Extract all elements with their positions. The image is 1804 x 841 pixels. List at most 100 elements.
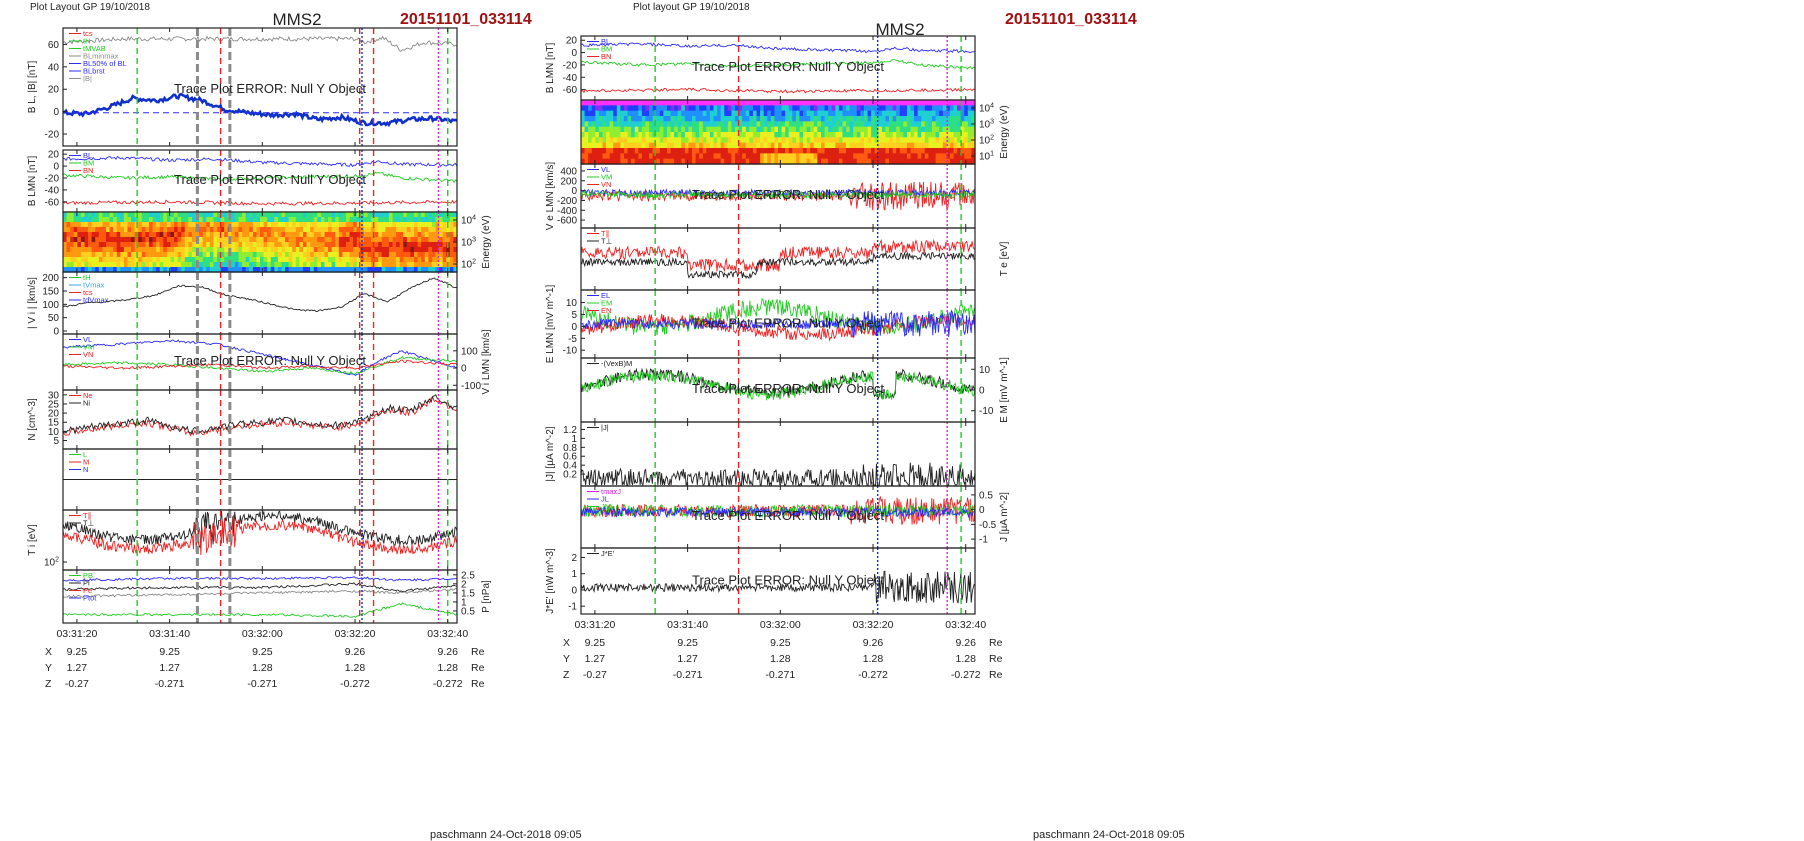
ephemeris-value: 1.28 <box>863 653 884 665</box>
spectrogram-cell <box>95 242 100 248</box>
spectrogram-cell <box>274 257 279 263</box>
spectrogram-cell <box>742 158 747 165</box>
spectrogram-cell <box>914 137 919 144</box>
spectrogram-cell <box>584 126 589 133</box>
trace-2 <box>580 189 976 200</box>
spectrogram-cell <box>874 142 879 149</box>
spectrogram-cell <box>638 158 643 165</box>
spectrogram-cell <box>424 217 429 223</box>
spectrogram-cell <box>220 242 225 248</box>
spectrogram-cell <box>188 232 193 238</box>
y-tick-label: 0.8 <box>563 443 577 454</box>
spectrogram-cell <box>234 227 240 233</box>
spectrogram-cell <box>274 252 279 258</box>
spectrogram-cell <box>410 257 415 263</box>
spectrogram-cell <box>91 222 96 228</box>
spectrogram-cell <box>145 267 150 273</box>
y-tick-label: 20 <box>48 150 60 161</box>
spectrogram-cell <box>320 252 326 258</box>
spectrogram-cell <box>417 267 422 273</box>
spectrogram-cell <box>967 153 973 160</box>
spectrogram-cell <box>806 132 811 138</box>
spectrogram-cell <box>856 132 861 138</box>
spectrogram-cell <box>414 252 419 258</box>
spectrogram-cell <box>195 232 200 238</box>
spectrogram-cell <box>878 132 883 138</box>
spectrogram-cell <box>581 132 586 138</box>
spectrogram-cell <box>896 153 901 160</box>
spectrogram-cell <box>417 257 422 263</box>
spectrogram-cell <box>95 227 100 233</box>
spectrogram-cell <box>778 116 783 122</box>
spectrogram-cell <box>191 267 197 273</box>
spectrogram-cell <box>288 262 293 268</box>
spectrogram-cell <box>363 262 369 268</box>
spectrogram-cell <box>263 262 268 268</box>
spectrogram-cell <box>177 267 182 273</box>
spectrogram-cell <box>449 227 455 233</box>
spectrogram-cell <box>706 110 711 117</box>
page-title: MMS2 <box>875 20 924 39</box>
spectrogram-cell <box>799 110 804 117</box>
spectrogram-cell <box>820 121 826 128</box>
spectrogram-cell <box>745 110 750 117</box>
spectrogram-cell <box>727 121 733 128</box>
spectrogram-cell <box>292 232 297 238</box>
spectrogram-cell <box>338 262 343 268</box>
spectrogram-cell <box>439 212 444 218</box>
spectrogram-cell <box>720 153 725 160</box>
spectrogram-cell <box>627 105 632 112</box>
spectrogram-cell <box>414 257 419 263</box>
y-tick-label: 20 <box>48 409 60 420</box>
spectrogram-cell <box>288 257 293 263</box>
spectrogram-cell <box>313 252 318 258</box>
spectrogram-cell <box>688 105 693 112</box>
spectrogram-cell <box>138 232 143 238</box>
spectrogram-cell <box>353 252 358 258</box>
spectrogram-cell <box>709 137 715 144</box>
spectrogram-cell <box>313 262 318 268</box>
spectrogram-cell <box>252 222 258 228</box>
spectrogram-cell <box>838 137 844 144</box>
spectrogram-cell <box>609 142 614 149</box>
spectrogram-cell <box>917 126 922 133</box>
spectrogram-cell <box>224 212 229 218</box>
spectrogram-cell <box>166 227 172 233</box>
y-tick-label: 1 <box>461 597 467 608</box>
spectrogram-cell <box>623 121 629 128</box>
spectrogram-cell <box>846 110 851 117</box>
spectrogram-cell <box>896 158 901 165</box>
spectrogram-cell <box>738 132 743 138</box>
panel-frame <box>580 547 976 615</box>
spectrogram-cell <box>924 158 930 165</box>
spectrogram-cell <box>659 137 664 144</box>
spectrogram-cell <box>960 100 965 106</box>
spectrogram-cell <box>656 142 661 149</box>
spectrogram-cell <box>260 247 265 253</box>
spectrogram-cell <box>584 105 589 112</box>
spectrogram-cell <box>595 137 600 144</box>
spectrogram-cell <box>810 148 815 154</box>
spectrogram-cell <box>878 121 883 128</box>
spectrogram-cell <box>141 237 146 243</box>
spectrogram-cell <box>113 252 118 258</box>
spectrogram-cell <box>202 247 207 253</box>
spectrogram-cell <box>166 262 172 268</box>
spectrogram-cell <box>439 217 444 223</box>
spectrogram-cell <box>835 137 840 144</box>
spectrogram-cell <box>442 267 447 273</box>
spectrogram-cell <box>717 132 722 138</box>
spectrogram-cell <box>320 217 326 223</box>
spectrogram-cell <box>421 222 426 228</box>
spectrogram-cell <box>306 232 311 238</box>
spectrogram-cell <box>299 232 304 238</box>
spectrogram-cell <box>681 158 686 165</box>
spectrogram-cell <box>606 100 611 106</box>
series-v-l <box>62 339 458 376</box>
spectrogram-cell <box>896 100 901 106</box>
spectrogram-cell <box>871 126 876 133</box>
ephemeris-value: -0.27 <box>583 669 607 681</box>
spectrogram-cell <box>199 242 204 248</box>
spectrogram-cell <box>263 212 268 218</box>
spectrogram-cell <box>885 116 890 122</box>
